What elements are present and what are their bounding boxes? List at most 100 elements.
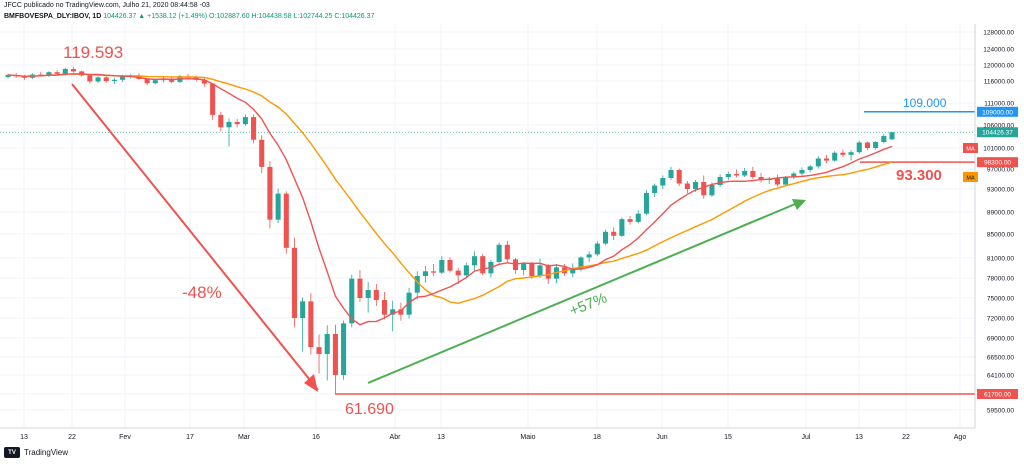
rally-percent-label: +57% [567,289,609,319]
candle [308,293,314,355]
candle [881,134,887,144]
candle [21,74,27,80]
annotations: 119.593 -48% 61.690 +57% 109.000 93.300 [63,43,947,418]
price-tick-label: 81000.00 [987,256,1014,263]
peak-price-label: 119.593 [63,43,123,62]
candle [594,241,600,257]
candle [234,118,240,128]
candle-body [251,117,257,140]
candle [750,166,756,179]
candle-body [283,193,289,248]
candle-body [496,244,502,262]
candle-body [602,231,609,244]
ma-badge: MA [963,143,978,153]
candle-body [95,77,101,82]
candle-body [406,292,412,315]
price-tick-label: 69000.00 [987,336,1014,343]
price-badge: 109000.00 [977,106,1018,117]
bottom-price-label: 61.690 [345,401,394,418]
chart-grid [0,24,975,428]
candle-body [586,254,592,258]
candle [725,171,731,180]
price-tick-label: 106000.00 [983,123,1014,130]
brand-name: TradingView [24,448,69,457]
candle-body [120,76,126,80]
ma-badge: MA [963,172,978,182]
candle-body [643,193,649,214]
candle [332,324,338,394]
candle-body [627,219,633,222]
candle-body [87,75,93,82]
tradingview-brand: TV TradingView [4,447,68,458]
price-tick-label: 78000.00 [987,276,1014,283]
candle-body [70,69,77,72]
price-tick-label: 85000.00 [987,232,1014,239]
time-tick-label: Jun [656,434,667,441]
time-tick-label: Fev [119,434,131,441]
candle [291,237,298,328]
price-tick-label: 66500.00 [987,355,1014,362]
candle [660,175,666,189]
rally-arrow-head [792,199,806,210]
candle-body [308,301,314,348]
time-tick-label: Jul [802,434,811,441]
candle [586,251,592,262]
candle-body [169,78,175,82]
price-tick-label: 72000.00 [987,316,1014,323]
price-tick-label: 124000.00 [983,47,1014,54]
time-tick-label: Maio [520,434,535,441]
target-price-label: 109.000 [903,96,947,110]
candle-body [652,185,658,194]
candle [447,257,453,273]
candle [766,177,772,184]
candle [840,149,846,157]
candle [684,181,690,194]
candle [226,118,232,147]
candle [54,70,60,75]
candle [431,264,437,276]
candle [381,292,388,320]
candle-body [758,177,764,180]
price-axis: 128000.00 124000.00 120000.00 116000.00 1110… [963,24,1018,428]
candle [242,114,248,126]
symbol-header: BMFBOVESPA_DLY:IBOV, 1D 104426.37 ▲ +153… [4,13,374,20]
candle [251,114,257,144]
candle-body [267,166,273,220]
candle [87,73,93,84]
candle-body [742,171,748,176]
time-tick-label: Ago [954,434,967,441]
candle-body [725,174,731,177]
price-badge-label: 104426.37 [982,130,1013,137]
candle [259,135,265,173]
candle-body [840,152,846,155]
candle-body [701,182,707,196]
candle [472,251,478,271]
candle-body [807,166,813,170]
candle [791,171,797,179]
decline-arrow-line [71,83,319,391]
candle [512,258,519,274]
candle-body [570,269,576,274]
moving-average-fast [7,73,893,326]
ma-badge-label: MA [966,147,975,153]
candle-body [693,182,699,189]
time-tick-label: 18 [593,434,601,441]
resistance-price-label: 93.300 [896,167,942,184]
candle-body [733,174,740,176]
candle [324,325,330,381]
price-badge-bg [977,127,1018,138]
candle-body [480,256,486,274]
candle-body [512,259,519,270]
price-tick-label: 93000.00 [987,187,1014,194]
candle-body [422,271,428,276]
candle-body [210,83,216,115]
candle-body [332,334,338,375]
candle [496,242,502,264]
candle [103,75,109,83]
candle-body [226,121,232,128]
candle [488,260,494,278]
candle-body [783,177,789,185]
candle [611,227,617,240]
moving-average-slow [7,73,893,305]
